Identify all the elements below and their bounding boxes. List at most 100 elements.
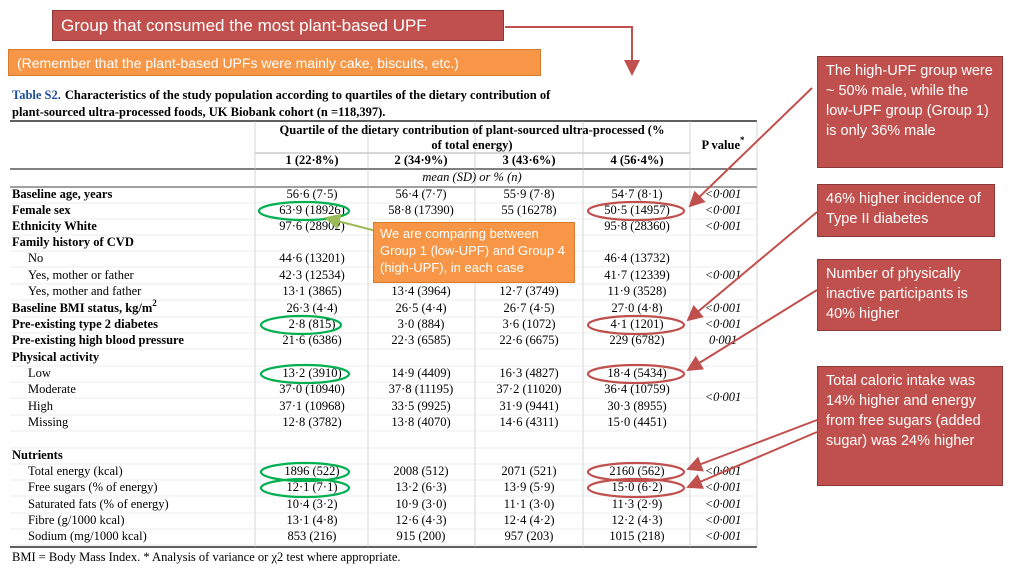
- green-ellipse: [257, 200, 351, 222]
- cell: 10·9 (3·0): [395, 497, 446, 511]
- cell: 42·3 (12534): [279, 268, 345, 282]
- cell: 44·6 (13201): [279, 251, 345, 265]
- cell: 853 (216): [288, 529, 337, 543]
- red-ellipse: [586, 461, 686, 483]
- cell: 13·1 (4·8): [286, 513, 337, 527]
- cell: 30·3 (8955): [607, 399, 666, 413]
- arrow: [686, 289, 818, 372]
- row-label: Pre-existing high blood pressure: [12, 333, 184, 347]
- row-label-text: Pre-existing high blood pressure: [12, 333, 184, 347]
- row-label: Pre-existing type 2 diabetes: [12, 317, 158, 331]
- arrow: [686, 419, 818, 472]
- cell: 26·5 (4·4): [395, 301, 446, 315]
- cell: 37·8 (11195): [389, 382, 454, 396]
- row-label: Yes, mother and father: [28, 284, 142, 298]
- row-label: Sodium (mg/1000 kcal): [28, 529, 147, 543]
- p-value-mark: *: [740, 135, 745, 145]
- cell: 1015 (218): [609, 529, 664, 543]
- p-value: <0·001: [705, 203, 742, 217]
- column-group-title: Quartile of the dietary contribution of …: [280, 123, 665, 137]
- row-label-text: No: [28, 251, 43, 265]
- subheader: mean (SD) or % (n): [422, 170, 521, 184]
- cell: 21·6 (6386): [282, 333, 341, 347]
- cell: 37·1 (10968): [279, 399, 345, 413]
- row-label-text: Baseline BMI status, kg/m: [12, 301, 153, 315]
- arrow: [686, 431, 818, 489]
- cell: 55·9 (7·8): [503, 187, 554, 201]
- row-label-text: Ethnicity White: [12, 219, 97, 233]
- arrows: [324, 26, 818, 489]
- cell: 1896 (522): [284, 464, 339, 478]
- cell: 11·1 (3·0): [504, 497, 555, 511]
- cell: 12·1 (7·1): [286, 480, 337, 494]
- cell: 2160 (562): [609, 464, 664, 478]
- cell: 12·7 (3749): [499, 284, 558, 298]
- cell: 37·0 (10940): [279, 382, 345, 396]
- cell: 37·2 (11020): [496, 382, 561, 396]
- cell: 11·9 (3528): [608, 284, 667, 298]
- row-label-text: Saturated fats (% of energy): [28, 497, 169, 511]
- cell: 15·0 (4451): [607, 415, 666, 429]
- row-label-text: Total energy (kcal): [28, 464, 123, 478]
- arrow: [686, 211, 818, 322]
- cell: 95·8 (28360): [604, 219, 670, 233]
- row-label: Yes, mother or father: [28, 268, 134, 282]
- note-banner: (Remember that the plant-based UPFs were…: [8, 49, 541, 76]
- red-ellipse: [586, 477, 686, 499]
- row-label-text: High: [28, 399, 54, 413]
- cell: 22·6 (6675): [499, 333, 558, 347]
- cell: 33·5 (9925): [391, 399, 450, 413]
- annotation: Total caloric intake was 14% higher and …: [817, 366, 1003, 486]
- cell: 13·9 (5·9): [503, 480, 554, 494]
- row-label: Baseline age, years: [12, 187, 112, 201]
- green-ellipse: [259, 314, 343, 336]
- row-label: Physical activity: [12, 350, 100, 364]
- row-label-text: Free sugars (% of energy): [28, 480, 158, 494]
- cell: 14·9 (4409): [391, 366, 450, 380]
- row-label-text: Missing: [28, 415, 69, 429]
- p-value: <0·001: [705, 317, 742, 331]
- row-label: Female sex: [12, 203, 71, 217]
- row-label: Total energy (kcal): [28, 464, 123, 478]
- p-value: <0·001: [705, 219, 742, 233]
- arrow: [688, 87, 813, 208]
- row-label-sup: 2: [152, 298, 157, 308]
- row-label-text: Physical activity: [12, 350, 100, 364]
- row-label-text: Yes, mother and father: [28, 284, 142, 298]
- row-label: High: [28, 399, 54, 413]
- cell: 50·5 (14957): [604, 203, 670, 217]
- cell: 15·0 (6·2): [611, 480, 662, 494]
- cell: 10·4 (3·2): [286, 497, 337, 511]
- cell: 12·8 (3782): [282, 415, 341, 429]
- cell: 22·3 (6585): [391, 333, 450, 347]
- highlights: [257, 200, 686, 499]
- row-label: Moderate: [28, 382, 76, 396]
- arrow: [324, 213, 381, 233]
- cell: 16·3 (4827): [499, 366, 558, 380]
- table: Table S2. Characteristics of the study po…: [10, 88, 758, 564]
- cell: 2008 (512): [393, 464, 448, 478]
- p-value: <0·001: [705, 390, 742, 404]
- p-value: <0·001: [705, 497, 742, 511]
- row-label: Nutrients: [12, 448, 63, 462]
- row-label-text: Yes, mother or father: [28, 268, 134, 282]
- cell: 58·8 (17390): [388, 203, 454, 217]
- arrow: [505, 26, 640, 76]
- green-ellipse: [259, 461, 351, 483]
- column-header: 1 (22·8%): [285, 153, 338, 167]
- cell: 12·2 (4·3): [611, 513, 662, 527]
- row-label: Family history of CVD: [12, 235, 134, 249]
- cell: 12·6 (4·3): [395, 513, 446, 527]
- top-banner: Group that consumed the most plant-based…: [52, 10, 504, 41]
- annotation: 46% higher incidence of Type II diabetes: [817, 184, 995, 237]
- row-label-text: Pre-existing type 2 diabetes: [12, 317, 158, 331]
- column-header: 2 (34·9%): [394, 153, 447, 167]
- row-label-text: Sodium (mg/1000 kcal): [28, 529, 147, 543]
- column-header: 4 (56·4%): [610, 153, 663, 167]
- p-value: <0·001: [705, 268, 742, 282]
- cell: 36·4 (10759): [604, 382, 670, 396]
- red-ellipse: [586, 314, 686, 336]
- comparison-note: We are comparing between Group 1 (low-UP…: [373, 222, 575, 283]
